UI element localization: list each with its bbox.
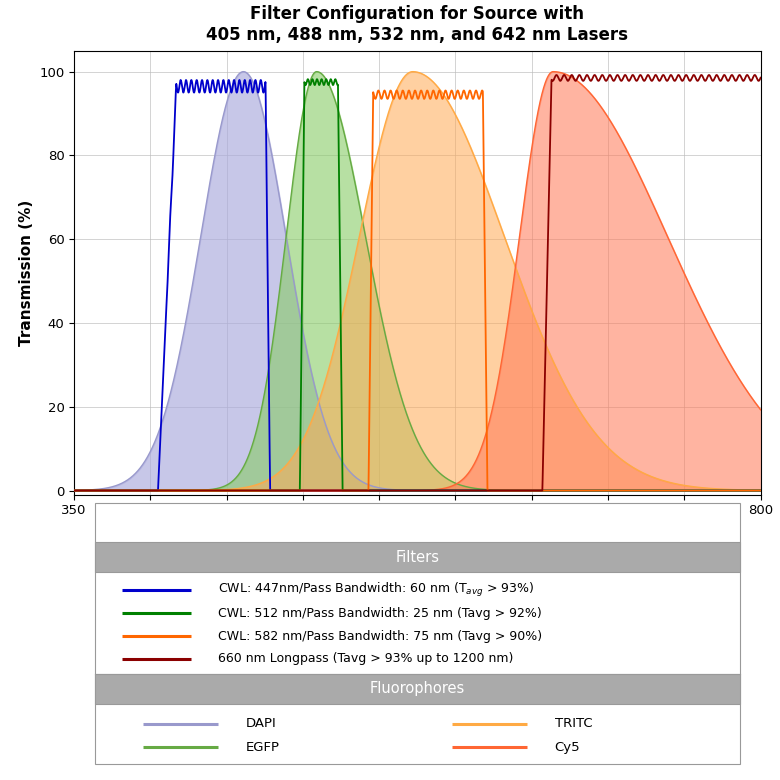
Bar	[94, 542, 740, 573]
Text: DAPI: DAPI	[246, 717, 276, 730]
Title: Filter Configuration for Source with
405 nm, 488 nm, 532 nm, and 642 nm Lasers: Filter Configuration for Source with 405…	[206, 5, 629, 44]
Text: CWL: 582 nm/Pass Bandwidth: 75 nm (Tavg > 90%): CWL: 582 nm/Pass Bandwidth: 75 nm (Tavg …	[218, 629, 542, 643]
Bar	[94, 674, 740, 704]
Text: Cy5: Cy5	[555, 741, 580, 753]
Text: TRITC: TRITC	[555, 717, 592, 730]
X-axis label: Wavelength (nm): Wavelength (nm)	[343, 523, 491, 538]
Text: Filters: Filters	[395, 550, 439, 565]
Text: CWL: 512 nm/Pass Bandwidth: 25 nm (Tavg > 92%): CWL: 512 nm/Pass Bandwidth: 25 nm (Tavg …	[218, 607, 542, 620]
Text: Fluorophores: Fluorophores	[370, 682, 465, 697]
Text: EGFP: EGFP	[246, 741, 280, 753]
Text: 660 nm Longpass (Tavg > 93% up to 1200 nm): 660 nm Longpass (Tavg > 93% up to 1200 n…	[218, 653, 513, 665]
Bar	[94, 674, 740, 704]
Bar	[94, 542, 740, 573]
Text: CWL: 447nm/Pass Bandwidth: 60 nm (T$_{avg}$ > 93%): CWL: 447nm/Pass Bandwidth: 60 nm (T$_{av…	[218, 581, 534, 600]
Y-axis label: Transmission (%): Transmission (%)	[19, 200, 34, 346]
